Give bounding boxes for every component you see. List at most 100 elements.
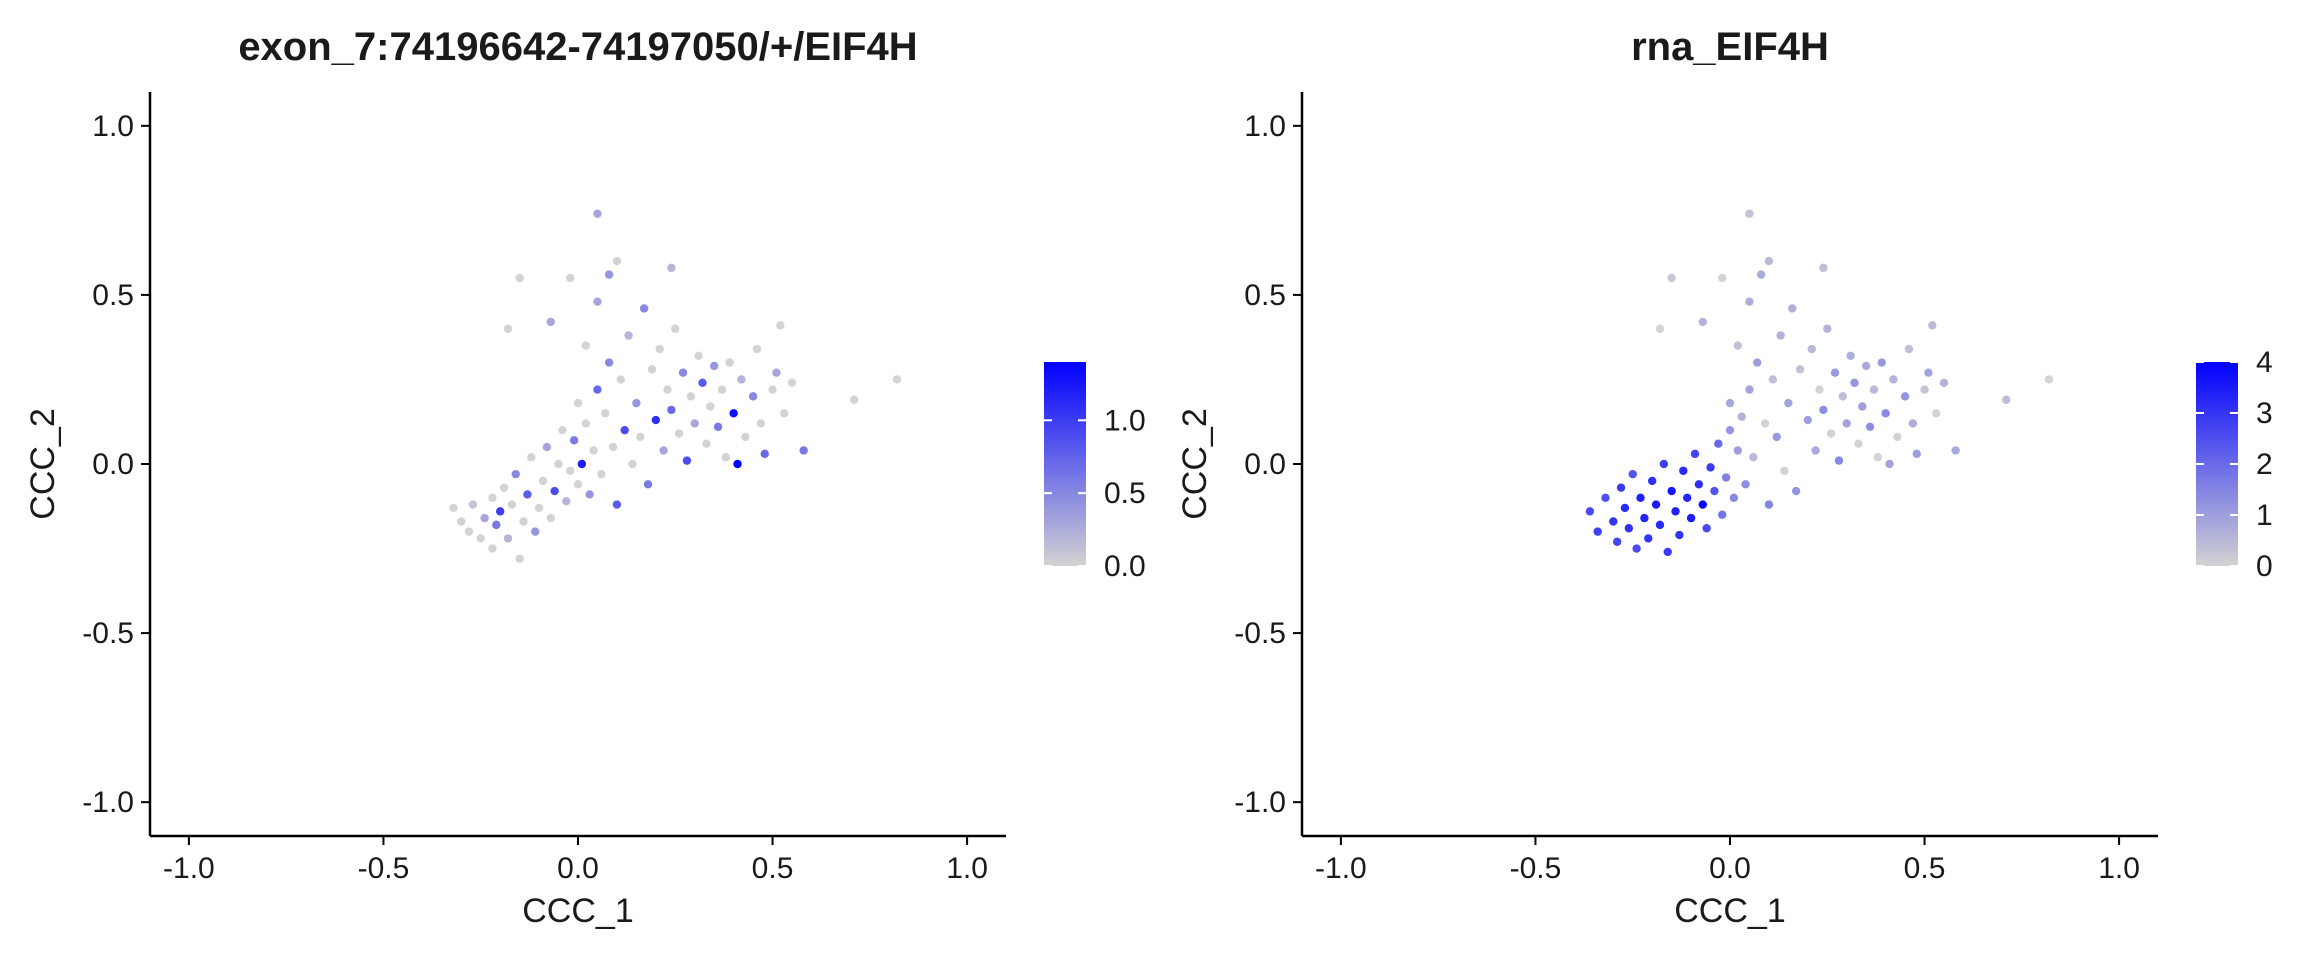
data-point xyxy=(1928,321,1937,330)
data-point xyxy=(768,385,777,394)
data-point xyxy=(1764,256,1774,266)
data-point xyxy=(1679,466,1688,475)
data-point xyxy=(892,375,902,384)
data-point xyxy=(1737,412,1746,421)
data-point xyxy=(1869,385,1879,394)
x-tick-label: 0.5 xyxy=(1904,852,1946,885)
x-tick-label: 0.0 xyxy=(557,852,599,885)
data-point xyxy=(1745,385,1754,394)
data-point xyxy=(546,317,555,327)
data-point xyxy=(1749,453,1758,462)
data-point xyxy=(1745,209,1754,218)
color-legend: 0 1 2 3 4 xyxy=(2196,346,2273,583)
data-point xyxy=(1842,419,1851,428)
data-point xyxy=(527,453,536,462)
y-tick-label: 0.0 xyxy=(1244,448,1286,481)
data-point xyxy=(1640,513,1649,523)
x-tick-label: -1.0 xyxy=(1315,852,1367,885)
data-point xyxy=(1745,297,1754,306)
data-point xyxy=(1733,341,1742,350)
data-point xyxy=(717,385,727,394)
data-point xyxy=(1601,493,1610,503)
data-point xyxy=(850,395,859,404)
data-point xyxy=(1756,270,1766,279)
data-point xyxy=(1585,507,1595,516)
data-point xyxy=(1721,473,1731,482)
data-point xyxy=(776,321,785,330)
data-point xyxy=(1612,537,1622,546)
data-point xyxy=(581,419,590,428)
data-point xyxy=(674,429,684,438)
data-point xyxy=(1714,439,1723,448)
data-point xyxy=(1667,273,1676,283)
data-point xyxy=(1784,398,1793,408)
data-point xyxy=(1702,524,1711,533)
x-axis-label: CCC_1 xyxy=(522,892,633,930)
data-point xyxy=(519,517,528,526)
data-point xyxy=(1912,449,1921,459)
data-point xyxy=(1939,378,1949,388)
data-point xyxy=(620,425,629,435)
color-bar xyxy=(1044,362,1086,566)
data-point xyxy=(1823,324,1832,333)
data-point xyxy=(1632,544,1641,553)
data-point xyxy=(780,409,789,418)
data-point xyxy=(499,483,509,492)
data-point xyxy=(1865,422,1875,431)
chart-panel-2: rna_EIF4H -1.0 -0.5 0.0 0.5 1.0 -1.0 -0.5 0.0 0.5… xyxy=(1176,25,2273,930)
data-point xyxy=(1838,392,1848,401)
data-point xyxy=(1683,493,1692,503)
data-point xyxy=(1819,405,1828,415)
y-axis-label: CCC_2 xyxy=(24,408,62,519)
data-point xyxy=(604,270,614,279)
y-axis-label: CCC_2 xyxy=(1176,408,1214,519)
data-point xyxy=(659,446,668,455)
data-point xyxy=(1803,415,1813,425)
data-point xyxy=(663,385,672,394)
y-tick-label: 0.0 xyxy=(92,448,134,481)
data-point xyxy=(1667,486,1676,496)
data-point xyxy=(1593,527,1602,536)
data-point xyxy=(593,297,602,306)
y-tick-label: 1.0 xyxy=(92,110,134,143)
data-point xyxy=(1795,365,1805,374)
data-point xyxy=(1718,510,1727,519)
data-point xyxy=(566,466,575,475)
data-point xyxy=(604,358,614,367)
data-point xyxy=(1609,517,1618,526)
data-point xyxy=(523,490,532,499)
data-point xyxy=(531,527,540,536)
x-axis-label: CCC_1 xyxy=(1674,892,1785,930)
data-point xyxy=(1690,449,1700,459)
data-point xyxy=(550,486,559,496)
data-point xyxy=(1904,344,1914,354)
data-point xyxy=(468,500,478,509)
data-point xyxy=(1908,419,1918,428)
data-point xyxy=(667,405,676,415)
data-point xyxy=(515,554,524,563)
y-tick-label: -0.5 xyxy=(82,617,134,650)
data-point xyxy=(737,375,746,384)
data-point xyxy=(1861,361,1871,371)
data-point xyxy=(554,459,563,469)
data-point xyxy=(488,493,497,503)
data-point xyxy=(1920,385,1929,394)
legend-tick-label: 2 xyxy=(2256,448,2273,481)
data-point xyxy=(542,442,552,452)
data-point xyxy=(449,503,458,513)
x-tick-label: 0.5 xyxy=(752,852,794,885)
x-tick-label: 0.0 xyxy=(1709,852,1751,885)
data-point xyxy=(593,385,602,394)
data-point xyxy=(492,520,501,530)
data-point xyxy=(566,273,575,283)
data-point xyxy=(682,456,692,465)
data-point xyxy=(515,273,524,283)
data-points xyxy=(449,209,902,563)
data-point xyxy=(1651,500,1661,509)
data-point xyxy=(686,392,696,401)
data-point xyxy=(1741,480,1750,489)
data-point xyxy=(2002,395,2011,404)
data-point xyxy=(1788,304,1797,313)
data-point xyxy=(558,425,567,435)
legend-tick-label: 0.0 xyxy=(1104,550,1146,583)
